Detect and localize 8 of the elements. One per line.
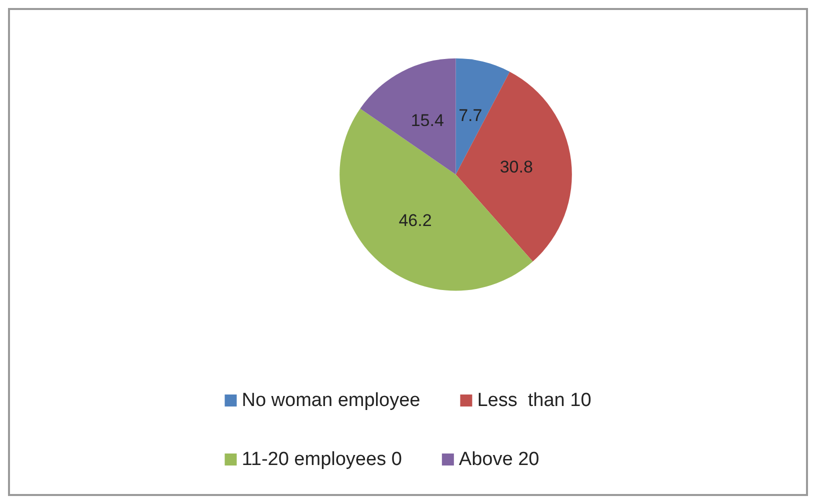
data-label: 46.2 (398, 210, 432, 230)
legend-label: Above 20 (458, 449, 540, 470)
legend-label: No woman employee (242, 390, 420, 411)
legend-label: Less than 10 (477, 390, 592, 411)
data-label: 15.4 (410, 110, 444, 130)
data-label: 7.7 (458, 106, 482, 125)
data-label: 30.8 (500, 158, 533, 177)
legend-label: 11-20 employees 0 (242, 449, 402, 470)
